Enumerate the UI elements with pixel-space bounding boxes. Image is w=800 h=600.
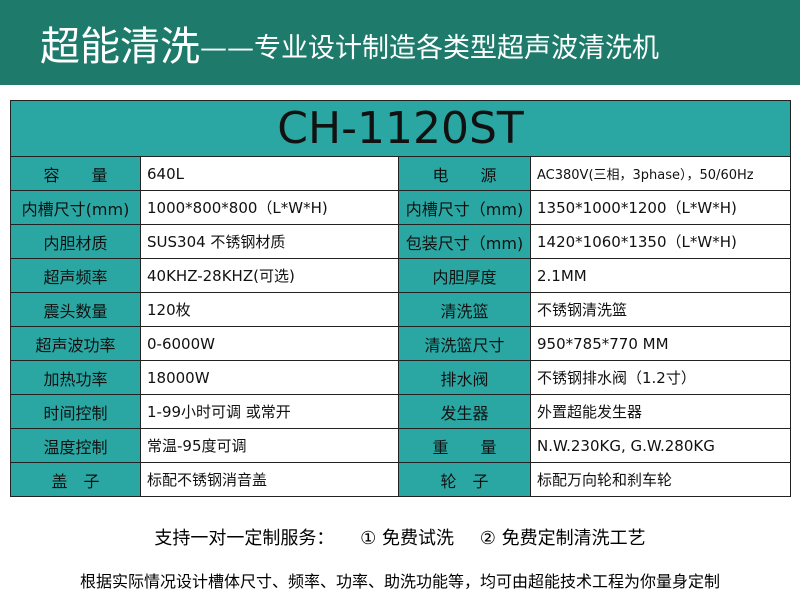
- spec-label: 清洗篮尺寸: [398, 326, 531, 361]
- spec-row: 内胆材质 SUS304 不锈钢材质 包装尺寸（mm) 1420*1060*1350（L…: [10, 224, 792, 259]
- service-line: 支持一对一定制服务： ① 免费试洗 ② 免费定制清洗工艺: [0, 524, 800, 550]
- service-item: ② 免费定制清洗工艺: [479, 528, 646, 549]
- spec-label: 容 量: [10, 156, 141, 191]
- spec-label: 时间控制: [10, 394, 141, 429]
- spec-row: 震头数量 120枚 清洗篮 不锈钢清洗篮: [10, 292, 792, 327]
- spec-label: 盖 子: [10, 462, 141, 497]
- spec-value: 950*785*770 MM: [529, 326, 792, 361]
- spec-label: 震头数量: [10, 292, 141, 327]
- model-row: CH-1120ST: [9, 100, 792, 157]
- footer-note: 根据实际情况设计槽体尺寸、频率、功率、助洗功能等，均可由超能技术工程为你量身定制: [79, 572, 720, 591]
- spec-value: SUS304 不锈钢材质: [140, 224, 399, 259]
- model: CH-1120ST: [9, 100, 792, 157]
- spec-value: 120枚: [140, 292, 399, 327]
- spec-value: 1350*1000*1200（L*W*H): [529, 190, 792, 225]
- service-label: 支持一对一定制服务：: [154, 528, 335, 549]
- spec-value: 1000*800*800（L*W*H): [140, 190, 399, 225]
- spec-value: 不锈钢清洗篮: [529, 292, 792, 327]
- spec-row: 盖 子标配不锈钢消音盖轮 子标配万向轮和刹车轮: [10, 462, 792, 497]
- spec-label: 包装尺寸（mm): [398, 224, 531, 259]
- spec-value: 1-99小时可调 或常开: [140, 394, 399, 429]
- spec-label: 加热功率: [10, 360, 141, 395]
- spec-value: 标配不锈钢消音盖: [140, 462, 399, 497]
- spec-label: 内胆厚度: [398, 258, 531, 293]
- spec-label: 内胆材质: [10, 224, 141, 259]
- spec-value: 1420*1060*1350（L*W*H): [529, 224, 792, 259]
- spec-label: 电 源: [398, 156, 531, 191]
- spec-table: CH-1120ST 容 量 640L 电 源 AC380V(三相，3phase），50…: [9, 100, 792, 497]
- header-title: 超能清洗: [40, 23, 200, 70]
- spec-label: 发生器: [398, 394, 531, 429]
- spec-label: 超声频率: [10, 258, 141, 293]
- spec-row: 时间控制 1-99小时可调 或常开 发生器 外置超能发生器: [10, 394, 792, 429]
- spec-label: 排水阀: [398, 360, 531, 395]
- spec-value: 外置超能发生器: [529, 394, 792, 429]
- spec-value: 常温-95度可调: [140, 428, 399, 463]
- spec-row: 容 量 640L 电 源 AC380V(三相，3phase），50/60Hz: [10, 156, 792, 191]
- spec-value: N.W.230KG, G.W.280KG: [529, 428, 792, 463]
- service-item: ① 免费试洗: [360, 528, 454, 549]
- spec-value: 640L: [140, 156, 399, 191]
- spec-row: 加热功率 18000W 排水阀 不锈钢排水阀（1.2寸）: [10, 360, 792, 395]
- spec-value: 0-6000W: [140, 326, 399, 361]
- spec-label: 轮 子: [398, 462, 531, 497]
- spec-label: 清洗篮: [398, 292, 531, 327]
- spec-label: 重 量: [398, 428, 531, 463]
- header-subtitle: ——专业设计制造各类型超声波清洗机: [200, 33, 659, 64]
- spec-label: 超声波功率: [10, 326, 141, 361]
- spec-value: 18000W: [140, 360, 399, 395]
- spec-label: 内槽尺寸(mm): [10, 190, 141, 225]
- spec-value: AC380V(三相，3phase），50/60Hz: [529, 156, 792, 191]
- header: 超能清洗 ——专业设计制造各类型超声波清洗机: [0, 0, 800, 85]
- spec-label: 温度控制: [10, 428, 141, 463]
- spec-value: 2.1MM: [529, 258, 792, 293]
- spec-row: 超声频率 40KHZ-28KHZ(可选) 内胆厚度 2.1MM: [10, 258, 792, 293]
- spec-label: 内槽尺寸（mm): [398, 190, 531, 225]
- table-body: CH-1120ST 容 量 640L 电 源 AC380V(三相，3phase），50…: [9, 100, 792, 497]
- spec-value: 40KHZ-28KHZ(可选): [140, 258, 399, 293]
- spec-row: 内槽尺寸(mm) 1000*800*800（L*W*H) 内槽尺寸（mm) 1350*…: [10, 190, 792, 225]
- spec-value: 标配万向轮和刹车轮: [529, 462, 792, 497]
- spec-row: 温度控制 常温-95度可调重 量 N.W.230KG, G.W.280KG: [10, 428, 792, 463]
- spec-value: 不锈钢排水阀（1.2寸）: [529, 360, 792, 395]
- spec-row: 超声波功率 0-6000W 清洗篮尺寸 950*785*770 MM: [10, 326, 792, 361]
